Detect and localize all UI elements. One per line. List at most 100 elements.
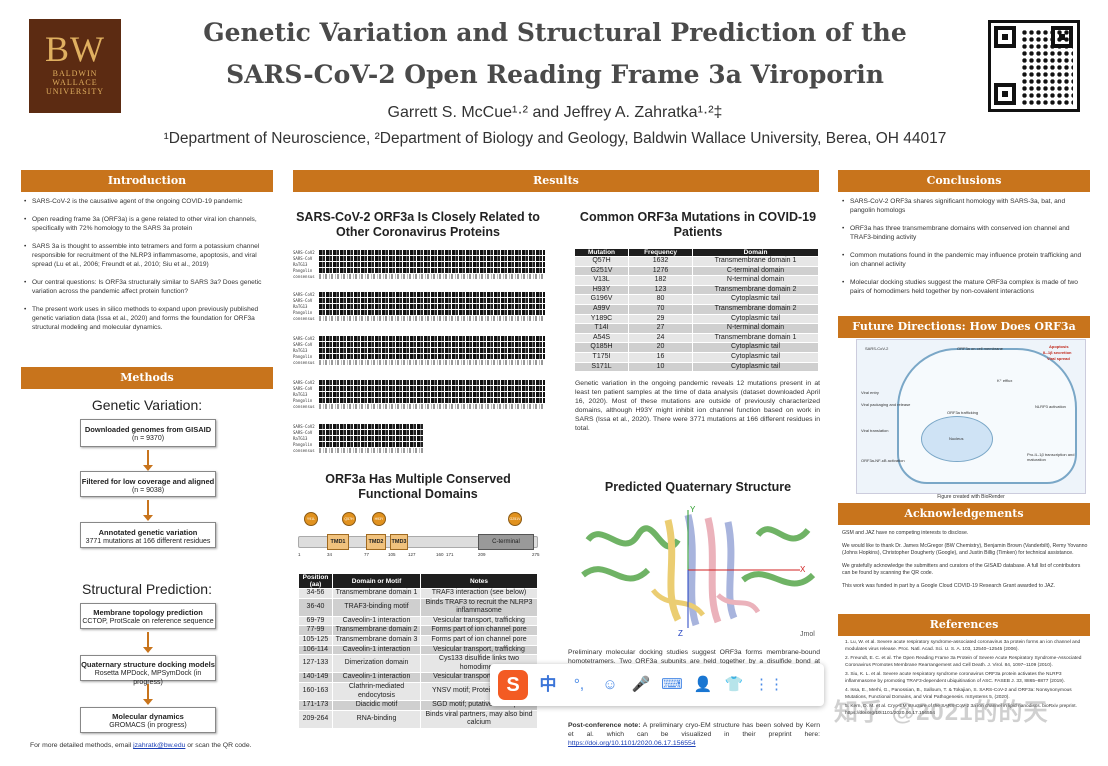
table-cell: 70 [628,303,693,315]
position-tick: 127 [408,552,416,557]
seq-name: RaTG13 [293,391,308,397]
flow-step-filter: Filtered for low coverage and aligned (n … [80,471,216,497]
watermark: 知乎 @2021的的天 [834,699,1049,726]
table-cell: T175I [574,351,629,363]
table-cell: Cytoplasmic tail [692,361,819,373]
seq-name: consensus [293,315,315,321]
mutations-paragraph: Genetic variation in the ongoing pandemi… [575,380,820,432]
seq-name: Pangolin [293,397,313,403]
table-cell: Binds TRAF3 to recruit the NLRP3 inflamm… [420,597,538,617]
mutation-marker: Q57H [342,512,356,526]
seq-name: RaTG13 [293,303,308,309]
mutations-table: Mutation Frequency Domain Q57H 1632 Transm… [574,248,819,373]
flow-step-download: Downloaded genomes from GISAID (n = 9370) [80,419,216,447]
reference-item: 3. Siu, K. L. et al. Severe acute respir… [845,672,1065,684]
down-arrow-icon [143,450,153,471]
figure-label: Viral packaging and release [861,402,911,407]
seq-name: consensus [293,359,315,365]
table-cell: 29 [628,313,693,325]
table-cell: Clathrin-mediated endocytosis [332,681,421,702]
preprint-link[interactable]: https://doi.org/10.1101/2020.06.17.15655… [568,740,696,747]
sogou-logo-icon[interactable]: S [498,670,528,700]
table-cell: Transmembrane domain 1 [332,588,421,599]
conclusion-item: ORF3a has three transmembrane domains wi… [842,224,1088,242]
table-cell: S171L [574,361,629,373]
chinese-mode-icon[interactable]: 中 [539,675,557,694]
table-header: Frequency [628,248,693,257]
table-header: Position (aa) [298,573,333,589]
seq-name: SARS-CoV2 [293,249,315,255]
punctuation-icon[interactable]: °, [573,676,585,693]
seq-name: SARS-CoV [293,429,313,435]
nucleus-diagram [921,416,993,462]
contact-email-link[interactable]: jzahratk@bw.edu [133,742,186,749]
table-cell: 140-149 [298,672,333,683]
table-cell: 20 [628,342,693,353]
table-header: Domain [692,248,819,257]
table-cell: 24 [628,332,693,344]
references-heading: References [838,614,1090,636]
seq-name: SARS-CoV2 [293,379,315,385]
introduction-heading: Introduction [21,170,273,192]
flow-step-title: Membrane topology prediction [93,608,203,617]
position-tick: 160 [436,552,444,557]
skin-shirt-icon[interactable]: 👕 [724,676,744,693]
figure-label: Viral spread [1047,356,1070,361]
figure-label: NLRP3 activation [1035,404,1066,409]
reference-item: 5. Kern, D. M. et al. Cryo-EM structure … [845,704,1077,716]
conclusion-item: SARS-CoV-2 ORF3a shares significant homo… [842,197,1088,215]
table-cell: 36-40 [298,597,333,617]
logo-line2: WALLACE [52,78,98,87]
reference-item: 4. Issa, E., Merhi, G., Panossian, B., S… [845,688,1072,700]
position-tick: 34 [327,552,333,557]
domain-table: Position (aa) Domain or Motif Notes 34-5… [298,573,538,729]
table-row: Q185H 20 Cytoplasmic tail [574,342,819,353]
table-cell: Forms part of ion channel pore [420,625,538,636]
tmd2-segment: TMD2 [366,534,386,550]
seq-name: SARS-CoV [293,341,313,347]
position-tick: 209 [478,552,486,557]
position-tick: 171 [446,552,454,557]
c-terminal-segment: C-terminal [478,534,534,550]
mutation-marker: H93Y [372,512,386,526]
down-arrow-icon [143,632,153,653]
flow-step-title: Annotated genetic variation [98,528,198,537]
toolbox-grid-icon[interactable]: ⋮⋮ [754,676,784,693]
table-cell: Dimerization domain [332,654,421,674]
table-row: 36-40 TRAF3-binding motif Binds TRAF3 to r… [298,597,538,617]
footnote-suffix: or scan the QR code. [185,742,252,749]
results-heading: Results [293,170,819,192]
table-cell: Transmembrane domain 2 [692,284,819,296]
microphone-icon[interactable]: 🎤 [631,676,651,693]
table-cell: T14I [574,323,629,334]
table-row: Q57H 1632 Transmembrane domain 1 [574,256,819,267]
flow-step-topology: Membrane topology prediction CCTOP, ProtS… [80,603,216,629]
title-line-2: SARS-CoV-2 Open Reading Frame 3a Viropor… [226,60,884,89]
ack-item: This work was funded in part by a Google… [842,583,1056,589]
table-cell: Q185H [574,342,629,353]
seq-name: SARS-CoV [293,255,313,261]
figure-label: ORF3a-NF-κB activation [861,458,905,463]
table-cell: Caveolin-1 interaction [332,644,421,656]
methods-heading: Methods [21,367,273,389]
user-icon[interactable]: 👤 [693,676,713,693]
table-row: G251V 1276 C-terminal domain [574,265,819,277]
table-row: 106-114 Caveolin-1 interaction Vesicular t… [298,644,538,656]
emoji-icon[interactable]: ☺ [602,676,618,693]
methods-footnote: For more detailed methods, email jzahrat… [30,742,252,749]
table-cell: Caveolin-1 interaction [332,615,421,627]
mutation-marker: G251V [508,512,522,526]
table-header: Mutation [574,248,629,257]
table-cell: G196V [574,294,629,305]
seq-name: Pangolin [293,441,313,447]
ime-toolbar: S 中 °, ☺ 🎤 ⌨ 👤 👕 ⋮⋮ [490,664,824,706]
table-cell: Transmembrane domain 1 [692,332,819,344]
domains-title: ORF3a Has Multiple Conserved Functional … [325,472,511,501]
qr-code-icon[interactable] [988,20,1080,112]
table-header: Notes [420,573,538,589]
figure-label: ORF3a trafficking [947,410,979,415]
seq-name: consensus [293,273,315,279]
keyboard-icon[interactable]: ⌨ [661,676,683,693]
flow-step-title: Filtered for low coverage and aligned [81,477,215,486]
table-row: Y189C 29 Cytoplasmic tail [574,313,819,325]
